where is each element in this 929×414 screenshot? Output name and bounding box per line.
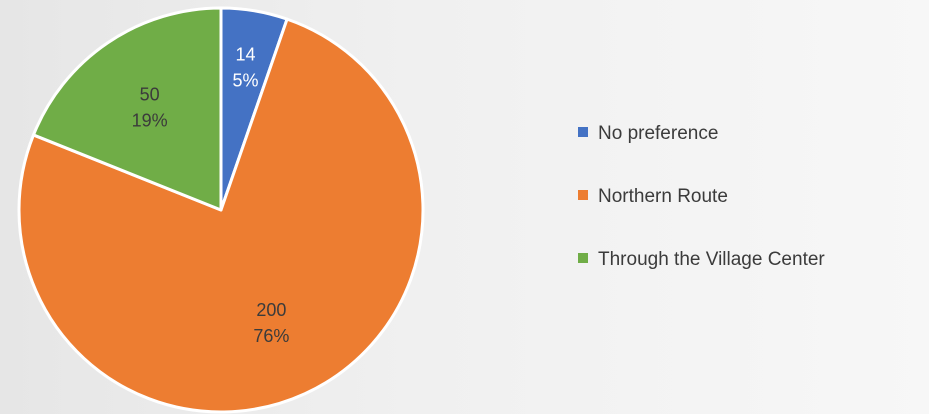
pie-slice-through-the-village-center [31, 6, 223, 212]
data-label-value-northern-route: 200 [256, 300, 286, 320]
data-label-value-through-the-village-center: 50 [140, 85, 160, 105]
legend-swatch-no-preference [578, 127, 588, 137]
legend-item-through-the-village-center: Through the Village Center [578, 249, 825, 270]
pie-slices [17, 6, 425, 414]
pie-slice-northern-route [17, 17, 425, 414]
data-label-percent-northern-route: 76% [253, 326, 289, 346]
data-label-value-no-preference: 14 [235, 45, 255, 65]
legend-swatch-through-the-village-center [578, 253, 588, 263]
legend-swatch-northern-route [578, 190, 588, 200]
pie-data-labels: 14 5% 200 76% 50 19% [132, 45, 290, 347]
legend: No preference Northern Route Through the V… [578, 123, 825, 270]
data-label-percent-no-preference: 5% [232, 71, 258, 91]
legend-label-northern-route: Northern Route [598, 186, 728, 207]
legend-label-no-preference: No preference [598, 123, 718, 144]
data-label-percent-through-the-village-center: 19% [132, 111, 168, 131]
legend-label-through-the-village-center: Through the Village Center [598, 249, 825, 270]
legend-item-northern-route: Northern Route [578, 186, 728, 207]
legend-item-no-preference: No preference [578, 123, 718, 144]
